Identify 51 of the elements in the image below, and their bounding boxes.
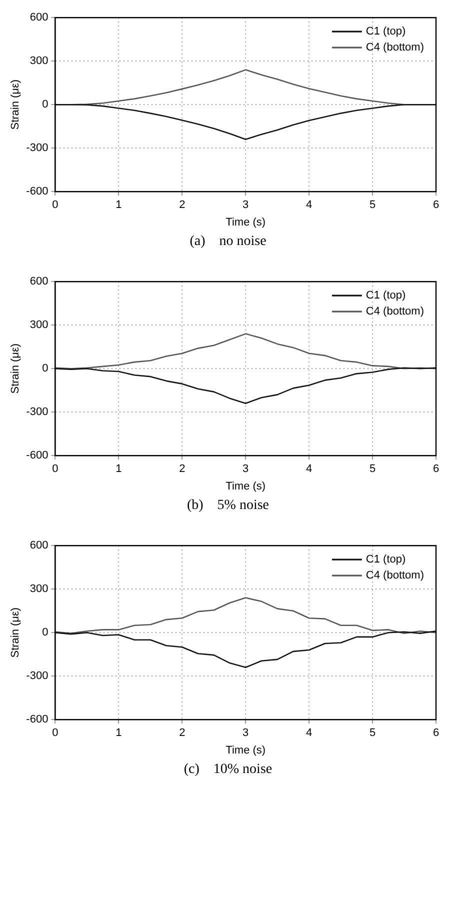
x-tick-label: 5 bbox=[369, 727, 376, 740]
x-tick-label: 3 bbox=[242, 727, 249, 740]
y-tick-label: -300 bbox=[26, 142, 48, 154]
y-axis-title: Strain (με) bbox=[10, 343, 22, 394]
x-tick-label: 3 bbox=[242, 463, 249, 476]
y-tick-label: -300 bbox=[26, 670, 48, 682]
y-tick-label: 300 bbox=[30, 319, 48, 332]
legend-label: C4 (bottom) bbox=[366, 42, 424, 54]
y-tick-label: 0 bbox=[42, 626, 48, 639]
y-tick-label: -600 bbox=[26, 714, 48, 726]
y-tick-label: 600 bbox=[30, 540, 48, 552]
x-tick-label: 2 bbox=[179, 727, 186, 740]
x-axis-title: Time (s) bbox=[226, 216, 266, 228]
x-tick-label: 3 bbox=[242, 199, 249, 212]
x-tick-label: 6 bbox=[432, 463, 440, 476]
x-tick-label: 5 bbox=[369, 199, 376, 212]
legend-label: C4 (bottom) bbox=[366, 570, 424, 582]
x-tick-label: 1 bbox=[116, 463, 122, 476]
y-tick-label: 0 bbox=[42, 362, 48, 375]
x-axis-title: Time (s) bbox=[226, 480, 266, 492]
y-tick-label: 300 bbox=[30, 583, 48, 596]
y-tick-label: -300 bbox=[26, 406, 48, 418]
y-tick-label: 600 bbox=[30, 276, 48, 288]
y-tick-label: -600 bbox=[26, 186, 48, 198]
x-tick-label: 1 bbox=[116, 199, 122, 212]
y-tick-label: 600 bbox=[30, 12, 48, 24]
x-tick-label: 4 bbox=[306, 199, 312, 212]
x-tick-label: 6 bbox=[432, 199, 440, 212]
legend-label: C1 (top) bbox=[366, 26, 406, 38]
y-tick-label: 300 bbox=[30, 55, 48, 68]
legend-label: C1 (top) bbox=[366, 290, 406, 302]
y-axis-title: Strain (με) bbox=[10, 79, 22, 130]
x-tick-label: 5 bbox=[369, 463, 376, 476]
legend-label: C1 (top) bbox=[366, 554, 406, 566]
text: (b) 5% noise bbox=[186, 498, 270, 514]
y-tick-label: -600 bbox=[26, 450, 48, 462]
x-tick-label: 4 bbox=[306, 727, 312, 740]
x-tick-label: 2 bbox=[179, 199, 186, 212]
x-tick-label: 0 bbox=[52, 199, 58, 212]
x-tick-label: 2 bbox=[179, 463, 186, 476]
x-tick-label: 0 bbox=[52, 727, 58, 740]
text: (a) no noise bbox=[188, 234, 268, 250]
legend-label: C4 (bottom) bbox=[366, 306, 424, 318]
x-tick-label: 0 bbox=[52, 463, 58, 476]
y-tick-label: 0 bbox=[42, 98, 48, 111]
x-tick-label: 1 bbox=[116, 727, 122, 740]
y-axis-title: Strain (με) bbox=[10, 607, 22, 658]
text: (c) 10% noise bbox=[182, 762, 274, 778]
x-axis-title: Time (s) bbox=[226, 744, 266, 756]
x-tick-label: 4 bbox=[306, 463, 312, 476]
x-tick-label: 6 bbox=[432, 727, 440, 740]
